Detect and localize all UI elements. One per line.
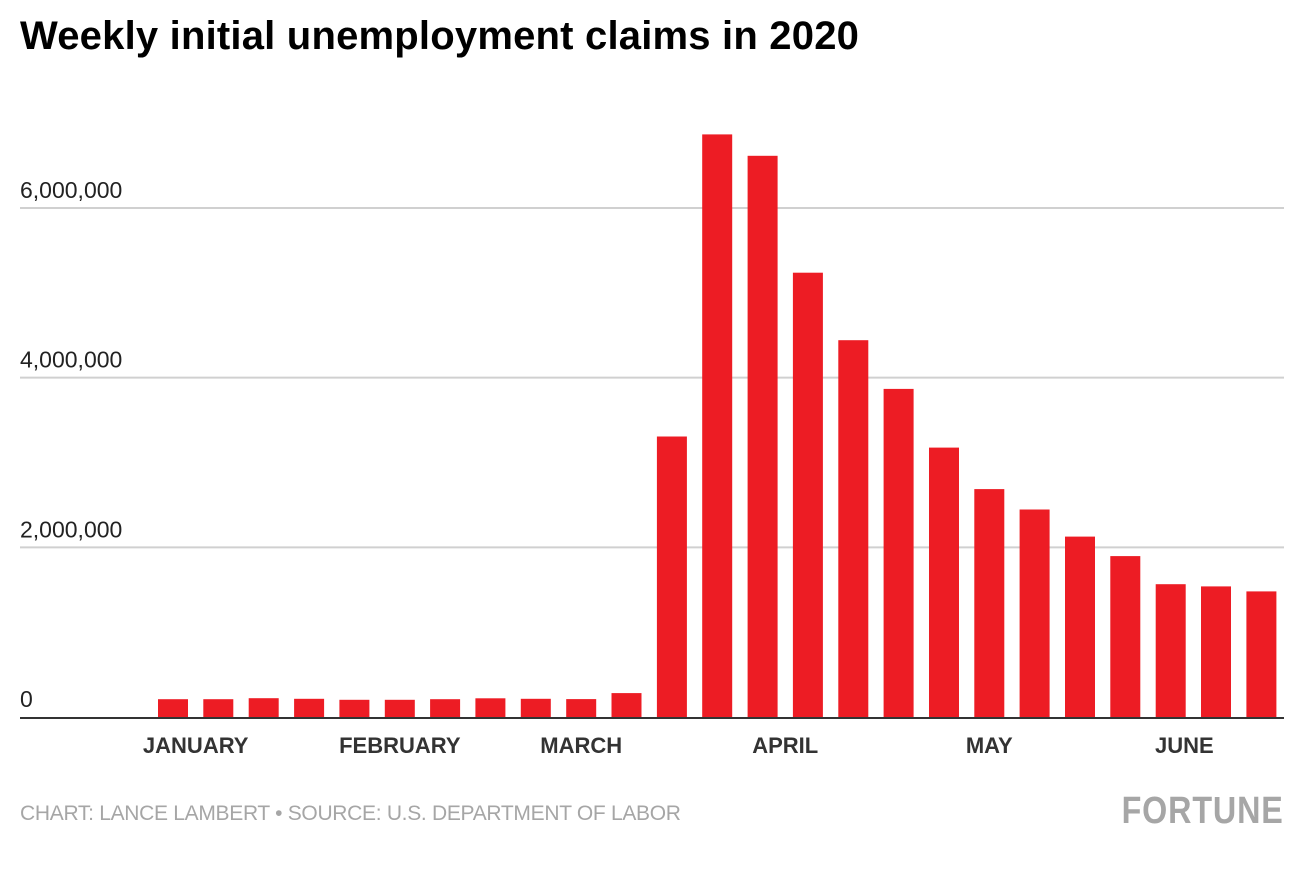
bar: Jun 20: 1,480,000: [1246, 591, 1277, 717]
bar: Apr 11: 5,237,000: [792, 272, 823, 717]
x-tick-label: JUNE: [1155, 733, 1214, 758]
bar: May 23: 2,126,000: [1065, 536, 1095, 717]
y-tick-label: 4,000,000: [20, 347, 122, 373]
bar: Feb 1: 203,000: [339, 699, 370, 717]
bar: Jan 11: 210,000: [203, 699, 234, 717]
bar: Mar 28: 6,867,000: [702, 134, 733, 717]
y-tick-label: 0: [20, 686, 33, 712]
bar: Feb 29: 215,000: [520, 698, 551, 717]
bar: May 2: 3,176,000: [929, 447, 959, 717]
x-tick-label: MARCH: [540, 733, 622, 758]
source-credit: CHART: LANCE LAMBERT • SOURCE: U.S. DEPA…: [20, 802, 681, 825]
bar: Mar 21: 3,307,000: [656, 436, 687, 717]
x-tick-label: MAY: [966, 733, 1013, 758]
bar: Jan 18: 222,000: [248, 698, 279, 717]
bar: Apr 18: 4,442,000: [838, 340, 869, 717]
y-tick-label: 6,000,000: [20, 177, 122, 203]
bar: Mar 14: 282,000: [611, 693, 642, 717]
bar: May 30: 1,897,000: [1110, 556, 1141, 717]
x-tick-labels: JANUARY FEBRUARY MARCH APRIL MAY JUNE: [143, 733, 1214, 758]
bar: May 9: 2,687,000: [974, 489, 1005, 717]
bar: Mar 7: 211,000: [566, 699, 597, 717]
bar: Feb 8: 203,000: [384, 699, 415, 717]
bar: Jan 25: 215,000: [294, 698, 325, 717]
x-tick-label: APRIL: [752, 733, 818, 758]
bars: Jan 4: 210,000 Jan 11: 210,000 Jan 18: 222…: [158, 134, 1277, 718]
bar: Feb 22: 220,000: [475, 698, 506, 717]
fortune-logo: FORTUNE: [1121, 790, 1284, 832]
x-tick-label: JANUARY: [143, 733, 249, 758]
bar: Jun 13: 1,540,000: [1201, 586, 1231, 717]
x-tick-label: FEBRUARY: [339, 733, 461, 758]
y-tick-label: 2,000,000: [20, 516, 122, 542]
chart-title: Weekly initial unemployment claims in 20…: [20, 14, 860, 58]
y-tick-labels: 0 2,000,000 4,000,000 6,000,000: [20, 177, 122, 712]
bar: Jan 4: 210,000: [158, 699, 188, 717]
bar: Apr 4: 6,615,000: [747, 155, 778, 718]
gridlines: [20, 207, 1284, 549]
bar: Jun 6: 1,566,000: [1155, 584, 1186, 717]
bar: May 16: 2,446,000: [1019, 509, 1050, 717]
bar: Feb 15: 210,000: [430, 699, 461, 717]
bar: Apr 25: 3,867,000: [883, 388, 914, 717]
